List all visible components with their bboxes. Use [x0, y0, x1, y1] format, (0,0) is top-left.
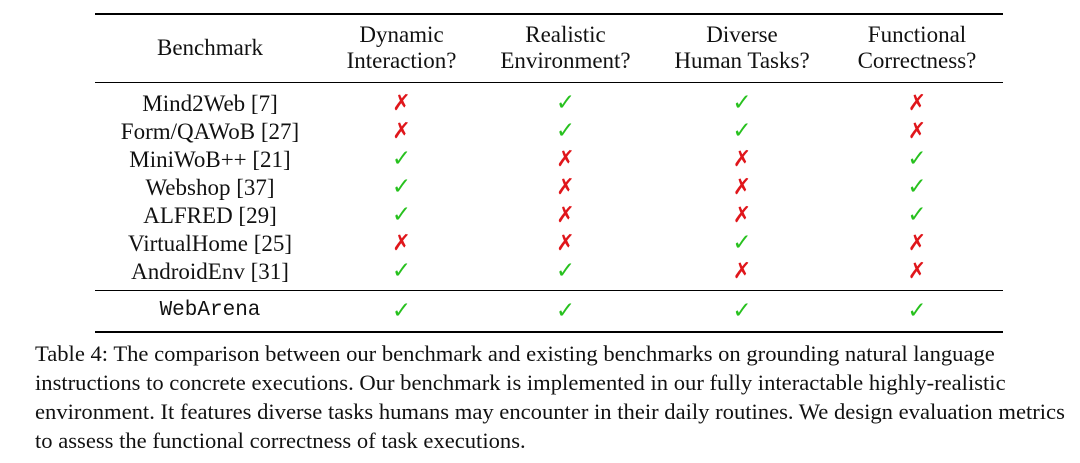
diverse-cell: ✗ [653, 201, 831, 229]
functional-cell: ✓ [831, 291, 1003, 333]
status-mark: ✓ [907, 298, 927, 324]
table-caption: Table 4: The comparison between our benc… [35, 341, 1065, 453]
benchmark-comparison-table: Benchmark Dynamic Interaction? Realistic… [95, 13, 1003, 333]
table-row: ALFRED [29] ✓ ✗ ✗ ✓ [95, 201, 1003, 229]
table-body: Mind2Web [7] ✗ ✓ ✓ ✗ Form/QAWoB [27] ✗ ✓… [95, 83, 1003, 291]
status-mark: ✗ [556, 203, 575, 228]
status-mark: ✗ [392, 91, 411, 116]
realistic-cell: ✓ [478, 291, 653, 333]
dynamic-cell: ✓ [325, 257, 478, 291]
status-mark: ✗ [732, 175, 752, 200]
realistic-cell: ✗ [478, 229, 653, 257]
diverse-cell: ✗ [653, 145, 831, 173]
dynamic-cell: ✓ [325, 145, 478, 173]
status-mark: ✓ [391, 258, 412, 284]
diverse-cell: ✓ [653, 83, 831, 118]
status-mark: ✗ [556, 175, 575, 200]
table-header-row: Benchmark Dynamic Interaction? Realistic… [95, 14, 1003, 83]
functional-cell: ✗ [831, 257, 1003, 291]
status-mark: ✗ [556, 147, 575, 172]
diverse-cell: ✓ [653, 291, 831, 333]
benchmark-name-cell: AndroidEnv [31] [131, 258, 289, 284]
functional-cell: ✓ [831, 173, 1003, 201]
status-mark: ✗ [907, 259, 927, 284]
dynamic-cell: ✗ [325, 229, 478, 257]
functional-cell: ✗ [831, 83, 1003, 118]
diverse-cell: ✗ [653, 173, 831, 201]
header-functional-correctness: Functional Correctness? [831, 14, 1003, 83]
header-dynamic-interaction: Dynamic Interaction? [325, 14, 478, 83]
functional-cell: ✓ [831, 145, 1003, 173]
status-mark: ✗ [732, 147, 752, 172]
header-diverse-human-tasks: Diverse Human Tasks? [653, 14, 831, 83]
comparison-table-container: Benchmark Dynamic Interaction? Realistic… [95, 13, 1003, 333]
status-mark: ✓ [391, 174, 412, 200]
dynamic-cell: ✓ [325, 291, 478, 333]
status-mark: ✗ [732, 203, 752, 228]
status-mark: ✓ [391, 298, 412, 324]
table-row: AndroidEnv [31] ✓ ✓ ✗ ✗ [95, 257, 1003, 291]
header-functional-line-1: Functional [867, 22, 967, 47]
functional-cell: ✗ [831, 117, 1003, 145]
benchmark-name-cell: Webshop [37] [145, 174, 275, 200]
header-dynamic-line-1: Dynamic [359, 22, 444, 47]
header-diverse-line-2: Human Tasks? [674, 48, 810, 73]
benchmark-name-cell: Form/QAWoB [27] [120, 118, 300, 144]
functional-cell: ✗ [831, 229, 1003, 257]
header-realistic-line-1: Realistic [525, 22, 606, 47]
status-mark: ✓ [555, 90, 576, 116]
webarena-row: WebArena ✓ ✓ ✓ ✓ [95, 290, 1003, 333]
status-mark: ✗ [732, 259, 752, 284]
status-mark: ✓ [732, 230, 752, 256]
header-diverse-line-1: Diverse [706, 22, 778, 47]
diverse-cell: ✓ [653, 117, 831, 145]
benchmark-name-cell: ALFRED [29] [143, 202, 277, 228]
table-row: Form/QAWoB [27] ✗ ✓ ✓ ✗ [95, 117, 1003, 145]
table-row: VirtualHome [25] ✗ ✗ ✓ ✗ [95, 229, 1003, 257]
dynamic-cell: ✓ [325, 201, 478, 229]
status-mark: ✗ [907, 119, 927, 144]
header-dynamic-line-2: Interaction? [346, 48, 457, 73]
dynamic-cell: ✓ [325, 173, 478, 201]
realistic-cell: ✗ [478, 145, 653, 173]
status-mark: ✓ [555, 258, 576, 284]
diverse-cell: ✗ [653, 257, 831, 291]
header-realistic-line-2: Environment? [500, 48, 631, 73]
table-final-section: WebArena ✓ ✓ ✓ ✓ [95, 290, 1003, 333]
table-row: Webshop [37] ✓ ✗ ✗ ✓ [95, 173, 1003, 201]
dynamic-cell: ✗ [325, 117, 478, 145]
benchmark-name-cell: MiniWoB++ [21] [129, 146, 291, 172]
header-realistic-environment: Realistic Environment? [478, 14, 653, 83]
status-mark: ✓ [732, 118, 752, 144]
status-mark: ✓ [732, 298, 752, 324]
status-mark: ✗ [392, 119, 411, 144]
dynamic-cell: ✗ [325, 83, 478, 118]
benchmark-name-cell: VirtualHome [25] [127, 230, 293, 256]
realistic-cell: ✓ [478, 257, 653, 291]
status-mark: ✓ [555, 118, 576, 144]
realistic-cell: ✓ [478, 83, 653, 118]
functional-cell: ✓ [831, 201, 1003, 229]
status-mark: ✗ [392, 231, 411, 256]
header-functional-line-2: Correctness? [857, 48, 977, 73]
realistic-cell: ✗ [478, 201, 653, 229]
realistic-cell: ✓ [478, 117, 653, 145]
realistic-cell: ✗ [478, 173, 653, 201]
header-benchmark: Benchmark [156, 35, 263, 60]
table-row: Mind2Web [7] ✗ ✓ ✓ ✗ [95, 83, 1003, 118]
status-mark: ✓ [555, 298, 576, 324]
status-mark: ✓ [391, 202, 412, 228]
webarena-name-cell: WebArena [159, 299, 261, 322]
status-mark: ✗ [556, 231, 575, 256]
status-mark: ✓ [907, 174, 927, 200]
status-mark: ✓ [732, 90, 752, 116]
status-mark: ✗ [907, 91, 927, 116]
diverse-cell: ✓ [653, 229, 831, 257]
benchmark-name-cell: Mind2Web [7] [142, 90, 278, 116]
status-mark: ✓ [907, 202, 927, 228]
status-mark: ✓ [907, 146, 927, 172]
status-mark: ✓ [391, 146, 412, 172]
table-row: MiniWoB++ [21] ✓ ✗ ✗ ✓ [95, 145, 1003, 173]
status-mark: ✗ [907, 231, 927, 256]
